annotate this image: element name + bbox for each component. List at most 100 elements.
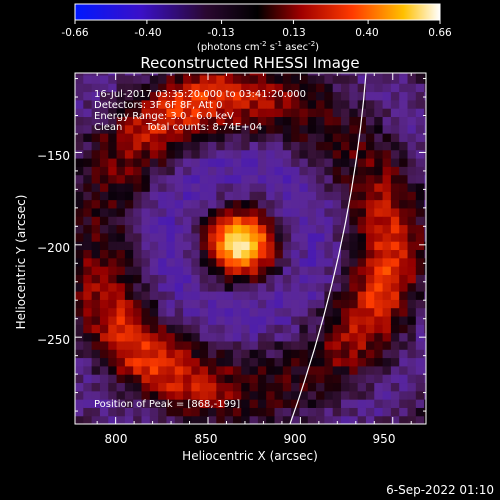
heatmap-cell bbox=[183, 374, 192, 384]
heatmap-cell bbox=[299, 108, 309, 118]
heatmap-cell bbox=[116, 241, 126, 251]
heatmap-cell bbox=[75, 241, 84, 251]
solar-limb-line bbox=[289, 73, 367, 424]
heatmap-cell bbox=[266, 199, 276, 209]
heatmap-cell bbox=[349, 332, 359, 342]
heatmap-cell bbox=[324, 357, 334, 367]
heatmap-cell bbox=[407, 232, 417, 242]
heatmap-cell bbox=[299, 415, 309, 424]
heatmap-cell bbox=[249, 191, 259, 201]
heatmap-cell bbox=[415, 91, 425, 101]
heatmap-cell bbox=[133, 216, 143, 226]
heatmap-cell bbox=[158, 99, 168, 109]
heatmap-cell bbox=[108, 141, 118, 151]
heatmap-cell bbox=[382, 399, 392, 408]
heatmap-cell bbox=[341, 315, 350, 325]
heatmap-cell bbox=[75, 374, 84, 384]
heatmap-cell bbox=[124, 249, 134, 259]
heatmap-cell bbox=[415, 282, 425, 292]
heatmap-cell bbox=[149, 266, 159, 275]
heatmap-cell bbox=[407, 349, 417, 359]
heatmap-cell bbox=[424, 99, 426, 109]
heatmap-cell bbox=[232, 324, 242, 334]
heatmap-cell bbox=[75, 407, 84, 417]
heatmap-cell bbox=[116, 83, 126, 93]
heatmap-cell bbox=[166, 74, 176, 84]
heatmap-cell bbox=[382, 141, 392, 151]
heatmap-cell bbox=[282, 232, 292, 242]
heatmap-cell bbox=[224, 307, 234, 317]
heatmap-cell bbox=[141, 83, 151, 93]
heatmap-cell bbox=[75, 340, 84, 350]
heatmap-cell bbox=[324, 249, 334, 259]
heatmap-cell bbox=[390, 174, 400, 184]
heatmap-cell bbox=[166, 182, 176, 192]
heatmap-cell bbox=[99, 133, 109, 142]
colorbar: -0.66 -0.40 -0.13 0.13 0.40 0.66 (photon… bbox=[61, 3, 452, 53]
heatmap-cell bbox=[407, 257, 417, 267]
heatmap-cell bbox=[158, 108, 168, 118]
heatmap-cell bbox=[224, 108, 234, 118]
heatmap-cell bbox=[274, 91, 284, 101]
heatmap-cell bbox=[141, 257, 151, 267]
heatmap-cell bbox=[324, 257, 334, 267]
heatmap-cell bbox=[399, 249, 409, 259]
heatmap-cell bbox=[324, 282, 334, 292]
heatmap-cell bbox=[307, 149, 317, 159]
heatmap-cell bbox=[266, 365, 276, 375]
heatmap-cell bbox=[83, 73, 93, 76]
heatmap-cell bbox=[257, 191, 267, 201]
heatmap-cell bbox=[166, 407, 176, 417]
heatmap-cell bbox=[166, 315, 176, 325]
heatmap-cell bbox=[365, 315, 375, 325]
heatmap-cell bbox=[249, 207, 259, 217]
heatmap-cell bbox=[174, 407, 184, 417]
heatmap-cell bbox=[191, 340, 201, 350]
heatmap-cell bbox=[216, 299, 226, 309]
heatmap-cell bbox=[191, 290, 201, 300]
heatmap-cell bbox=[216, 282, 226, 292]
heatmap-cell bbox=[116, 307, 126, 317]
heatmap-cell bbox=[232, 415, 242, 424]
heatmap-cell bbox=[141, 274, 151, 284]
heatmap-cell bbox=[216, 257, 226, 267]
heatmap-cell bbox=[299, 116, 309, 126]
heatmap-cell bbox=[382, 166, 392, 176]
heatmap-cell bbox=[83, 340, 93, 350]
heatmap-cell bbox=[183, 332, 192, 342]
heatmap-cell bbox=[75, 415, 84, 424]
heatmap-cell bbox=[399, 365, 409, 375]
heatmap-cell bbox=[232, 166, 242, 176]
heatmap-cell bbox=[274, 332, 284, 342]
heatmap-cell bbox=[216, 216, 226, 226]
heatmap-cell bbox=[199, 365, 209, 375]
heatmap-cell bbox=[415, 390, 425, 400]
heatmap-cell bbox=[241, 157, 251, 167]
heatmap-cell bbox=[374, 133, 384, 142]
heatmap-cell bbox=[274, 191, 284, 201]
heatmap-cell bbox=[424, 74, 426, 84]
heatmap-cell bbox=[266, 157, 276, 167]
heatmap-cell bbox=[324, 166, 334, 176]
heatmap-cell bbox=[133, 274, 143, 284]
heatmap-cell bbox=[365, 174, 375, 184]
heatmap-cell bbox=[124, 74, 134, 84]
heatmap-cell bbox=[407, 399, 417, 408]
heatmap-cell bbox=[415, 340, 425, 350]
heatmap-cell bbox=[291, 282, 301, 292]
heatmap-cell bbox=[75, 274, 84, 284]
heatmap-cell bbox=[282, 166, 292, 176]
heatmap-cell bbox=[407, 124, 417, 134]
heatmap-cell bbox=[332, 315, 342, 325]
heatmap-cell bbox=[99, 282, 109, 292]
heatmap-cell bbox=[332, 133, 342, 142]
heatmap-cell bbox=[282, 182, 292, 192]
heatmap-cell bbox=[282, 149, 292, 159]
heatmap-cell bbox=[341, 399, 350, 408]
heatmap-cell bbox=[316, 182, 325, 192]
heatmap-cell bbox=[415, 199, 425, 209]
heatmap-cell bbox=[307, 191, 317, 201]
heatmap-cell bbox=[407, 324, 417, 334]
heatmap-cell bbox=[83, 74, 93, 84]
heatmap-cell bbox=[291, 199, 301, 209]
